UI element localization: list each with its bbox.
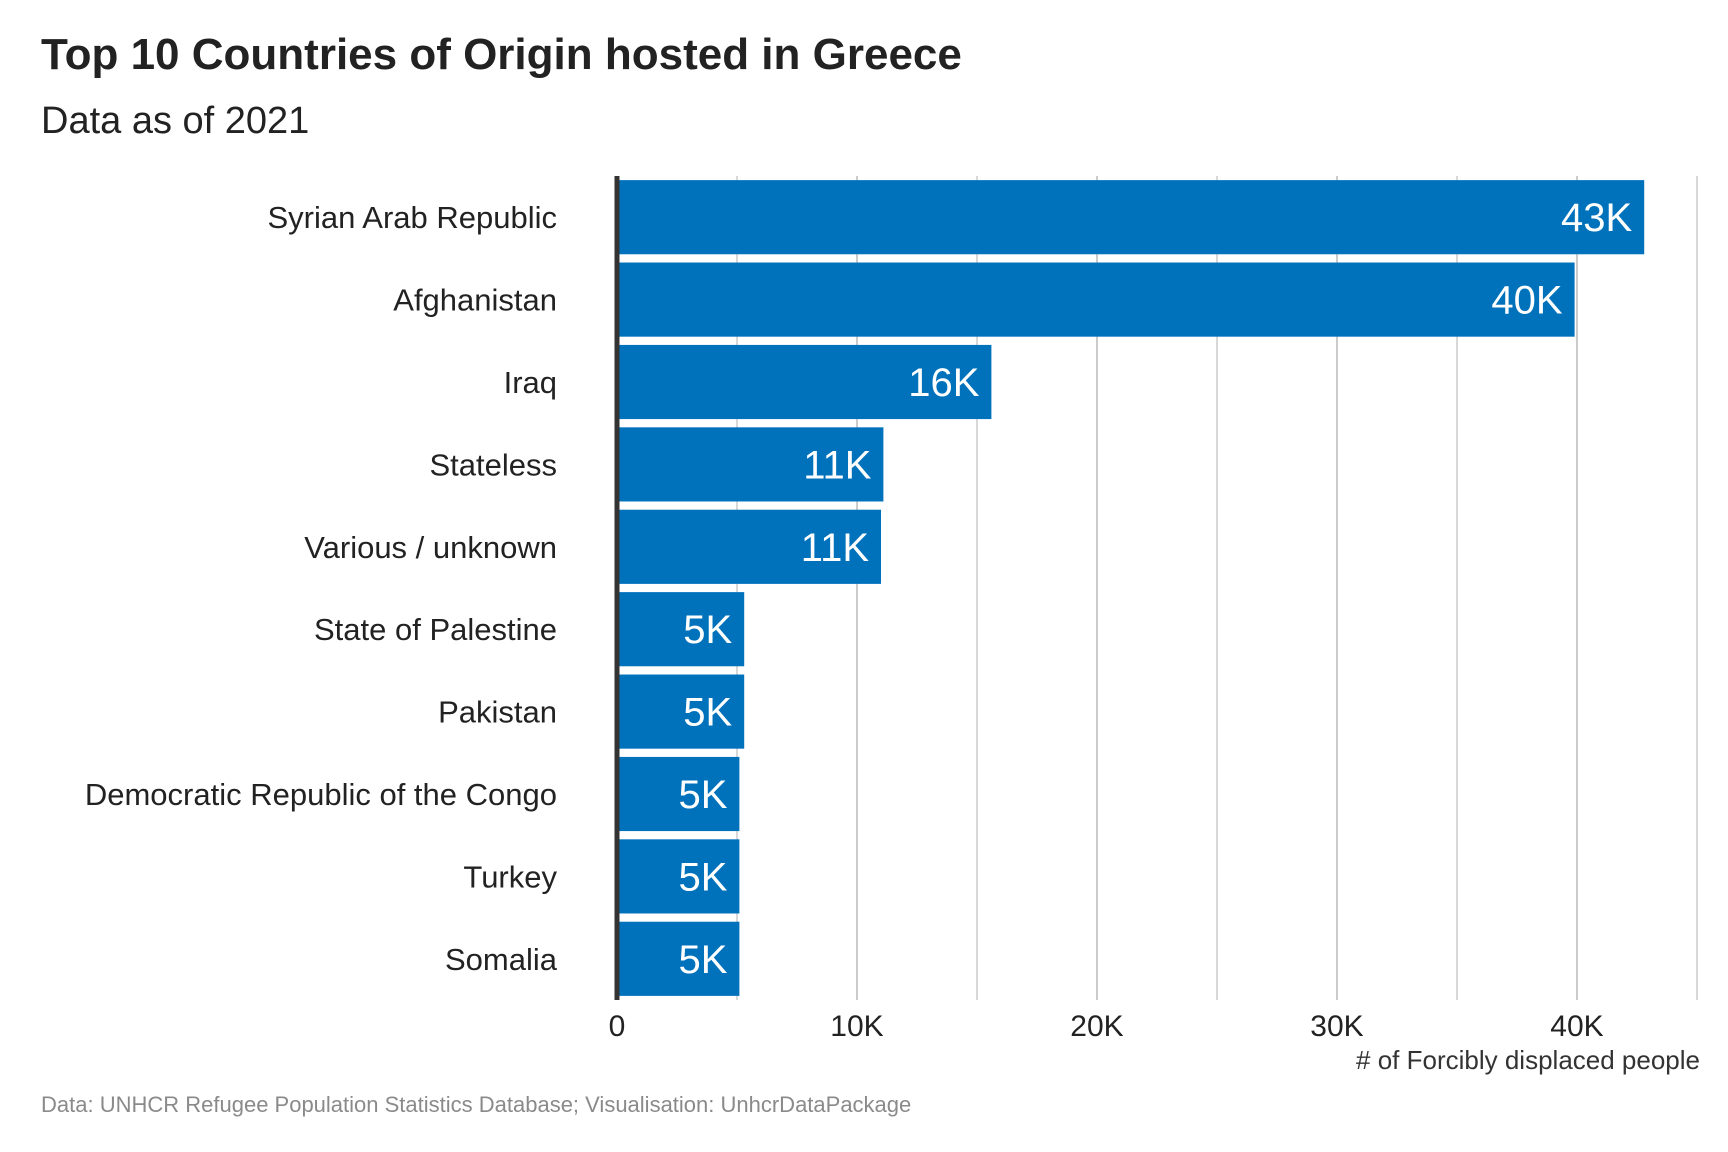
x-axis-title: # of Forcibly displaced people (1356, 1045, 1700, 1075)
bar-value-label: 5K (678, 773, 727, 817)
bar-value-label: 5K (683, 608, 732, 652)
category-label: Pakistan (438, 695, 557, 730)
bar (617, 674, 745, 749)
category-label: State of Palestine (314, 612, 557, 647)
bar-value-label: 11K (803, 443, 872, 487)
x-tick-label: 0 (609, 1010, 626, 1043)
category-labels: Syrian Arab Republic Afghanistan Iraq State… (85, 200, 558, 977)
bar-value-label: 5K (678, 855, 727, 899)
x-tick-label: 20K (1070, 1010, 1123, 1043)
bar-value-label: 11K (801, 526, 870, 570)
category-label: Turkey (463, 859, 557, 894)
source-caption: Data: UNHCR Refugee Population Statistic… (41, 1092, 912, 1117)
bars (617, 180, 1645, 996)
bar (617, 262, 1575, 337)
chart-title: Top 10 Countries of Origin hosted in Gre… (41, 30, 962, 79)
bar (617, 839, 740, 914)
category-label: Stateless (429, 447, 557, 482)
bar (617, 509, 881, 584)
bar-value-label: 16K (908, 361, 979, 405)
category-label: Iraq (504, 365, 557, 400)
x-tick-labels: 0 10K 20K 30K 40K (609, 1010, 1604, 1043)
bar (617, 756, 740, 832)
bar (617, 592, 745, 667)
category-label: Various / unknown (304, 530, 557, 565)
x-tick-label: 30K (1310, 1010, 1363, 1043)
bar (617, 344, 992, 420)
bar-value-label: 5K (683, 691, 732, 735)
bar (617, 180, 1645, 255)
category-label: Syrian Arab Republic (268, 200, 558, 235)
category-label: Democratic Republic of the Congo (85, 777, 557, 812)
category-label: Somalia (445, 942, 558, 977)
bar-value-label: 5K (678, 938, 727, 982)
bar-value-label: 40K (1491, 279, 1562, 323)
bar (617, 921, 740, 996)
bar (617, 427, 884, 502)
category-label: Afghanistan (393, 283, 557, 318)
bar-value-label: 43K (1561, 196, 1632, 240)
data-labels: 43K 40K 16K 11K 11K 5K 5K 5K 5K 5K (678, 196, 1632, 982)
x-tick-label: 40K (1550, 1010, 1603, 1043)
chart-subtitle: Data as of 2021 (41, 100, 310, 142)
x-tick-label: 10K (830, 1010, 883, 1043)
